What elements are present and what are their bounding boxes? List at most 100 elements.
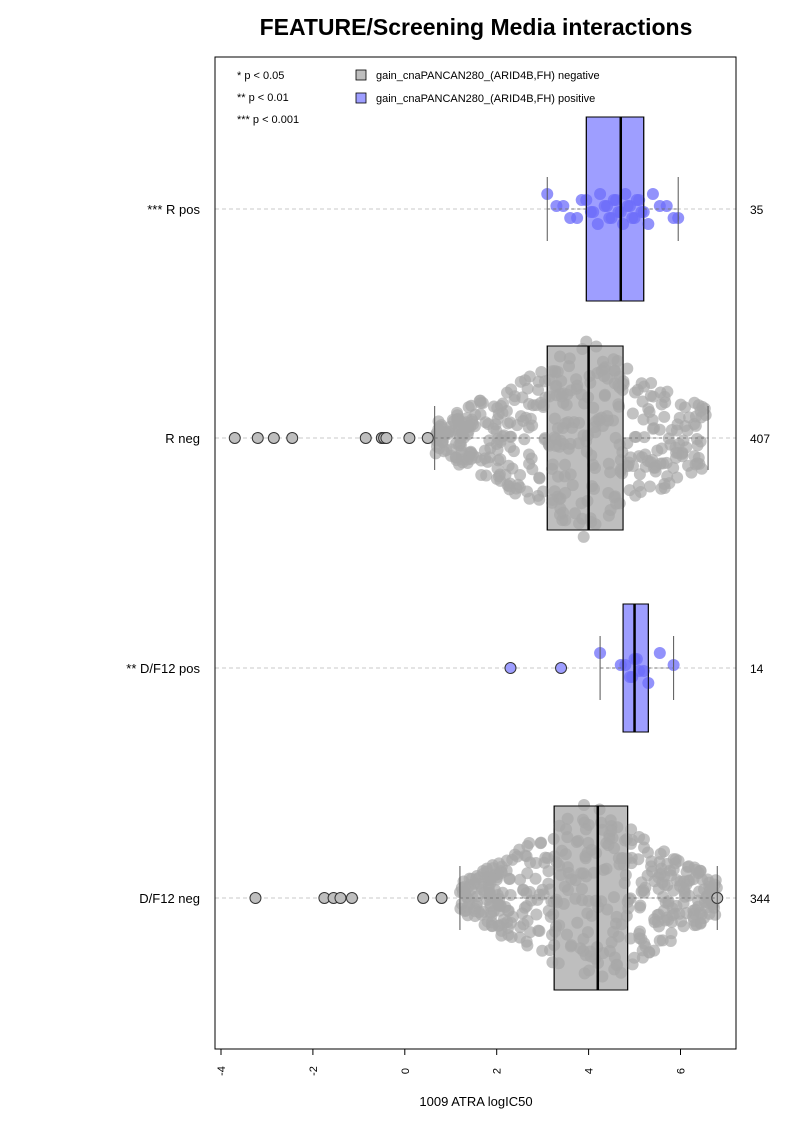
data-point [554,387,567,400]
data-point [619,188,632,200]
outlier-point [267,432,280,444]
data-point [503,483,516,496]
row-count: 407 [750,432,770,446]
data-point [622,456,635,469]
data-point [521,914,534,927]
data-point [559,514,572,527]
data-point [521,382,534,395]
data-point [630,430,643,443]
outlier-point [555,662,568,674]
data-point [676,450,689,463]
data-point [587,401,600,414]
data-point [655,442,668,455]
data-point [709,908,722,921]
data-point [523,836,536,849]
data-point [570,373,583,386]
data-point [557,438,570,451]
data-point [513,931,526,944]
outlier-point [286,432,299,444]
data-point [614,465,627,478]
beeswarm-points [428,335,712,543]
data-point [542,904,555,917]
data-point [479,452,492,465]
data-point [537,485,550,498]
data-point [557,200,570,212]
data-point [492,857,505,870]
data-point [648,916,661,929]
box-outline [553,805,629,991]
legend-label: gain_cnaPANCAN280_(ARID4B,FH) negative [376,70,600,82]
data-point [630,653,643,665]
data-point [653,856,666,869]
data-point [639,448,652,461]
row-label: D/F12 neg [139,891,200,906]
data-point [688,919,701,932]
data-point [596,355,609,368]
data-point [587,206,600,218]
data-point [565,939,578,952]
data-point [480,469,493,482]
data-point [531,893,544,906]
data-point [533,471,546,484]
data-point [669,441,682,454]
data-point [662,432,675,445]
data-point [579,850,592,863]
data-point [597,863,610,876]
data-point [638,937,651,950]
data-point [612,400,625,413]
data-point [583,964,596,977]
group-2 [504,603,680,733]
data-point [554,502,567,515]
data-point [673,880,686,893]
outlier-point [417,892,430,904]
data-point [629,489,642,502]
data-point [643,480,656,493]
data-point [604,503,617,516]
data-point [665,927,678,940]
data-point [508,848,521,861]
data-point [653,867,666,880]
data-point [543,390,556,403]
data-point [698,402,711,415]
x-tick-label: -4 [216,1066,228,1076]
data-point [626,958,639,971]
data-point [692,866,705,879]
data-point [569,507,582,520]
data-point [689,458,702,471]
data-point [654,386,667,399]
data-point [596,970,609,983]
data-point [610,194,623,206]
significance-legend-item: ** p < 0.01 [237,92,289,104]
x-tick-label: 0 [400,1068,412,1074]
data-point [677,897,690,910]
significance-legend-item: * p < 0.05 [237,70,284,82]
legend-swatch [355,69,367,81]
data-point [560,823,573,836]
outlier-point [403,432,416,444]
data-point [484,442,497,455]
data-point [598,370,611,383]
data-point [535,366,548,379]
data-point [474,408,487,421]
data-point [552,957,565,970]
data-point [474,394,487,407]
data-point [673,907,686,920]
box-outline [546,345,624,531]
data-point [507,445,520,458]
data-point [491,888,504,901]
chart-title: FEATURE/Screening Media interactions [259,14,693,40]
data-point [581,926,594,939]
data-point [579,823,592,836]
legend-swatch [355,92,367,104]
data-point [598,389,611,402]
row-label: *** R pos [147,202,200,217]
outlier-point [359,432,372,444]
data-point [691,439,704,452]
row-label: ** D/F12 pos [126,661,200,676]
data-point [523,370,536,383]
data-point [626,407,639,420]
data-point [518,433,531,446]
data-point [575,882,588,895]
data-point [697,911,710,924]
data-point [506,910,519,923]
